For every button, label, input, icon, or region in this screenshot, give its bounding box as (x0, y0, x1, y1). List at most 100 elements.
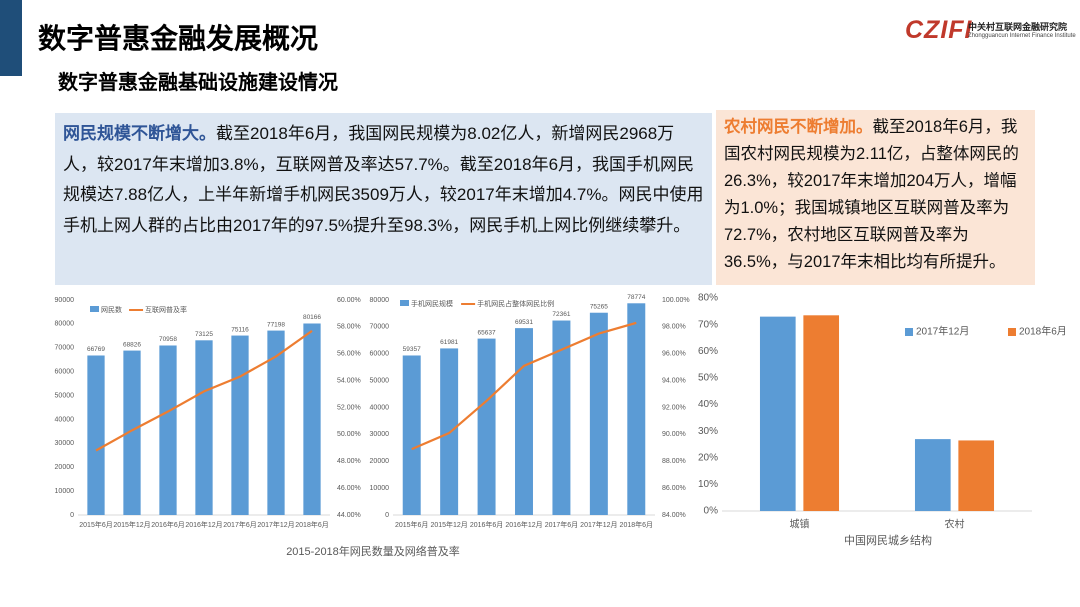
x-tick-label: 2017年6月 (223, 520, 256, 529)
bar (477, 338, 496, 515)
y2-tick-label: 58.00% (337, 324, 361, 331)
chart-caption: 中国网民城乡结构 (844, 533, 932, 547)
data-label: 65637 (478, 329, 496, 336)
y-tick-label: 60% (698, 346, 718, 357)
y-tick-label: 50000 (370, 377, 390, 384)
data-label: 69531 (515, 319, 533, 326)
y2-tick-label: 88.00% (662, 458, 686, 465)
body: 截至2018年6月，我国农村网民规模为2.11亿，占整体网民的26.3%，较20… (724, 118, 1019, 271)
y-tick-label: 90000 (55, 297, 75, 304)
slide-title: 数字普惠金融发展概况 (38, 23, 319, 54)
x-tick-label: 2018年6月 (295, 520, 328, 529)
x-tick-label: 2017年12月 (257, 520, 294, 529)
x-tick-label: 2015年12月 (430, 520, 467, 529)
y-tick-label: 80000 (55, 321, 75, 328)
x-tick-label: 2015年6月 (395, 520, 428, 529)
y-tick-label: 10000 (370, 485, 390, 492)
x-tick-label: 2017年12月 (580, 520, 617, 529)
data-label: 68826 (123, 341, 141, 348)
bar (267, 330, 285, 515)
data-label: 78774 (627, 294, 645, 301)
y-tick-label: 50% (698, 373, 718, 384)
y2-tick-label: 46.00% (337, 485, 361, 492)
y-tick-label: 0 (385, 512, 389, 519)
y2-tick-label: 90.00% (662, 431, 686, 438)
data-label: 59357 (403, 346, 421, 353)
x-tick-label: 2015年6月 (79, 520, 112, 529)
bar (87, 355, 105, 515)
y2-tick-label: 96.00% (662, 351, 686, 358)
y2-tick-label: 94.00% (662, 377, 686, 384)
y-tick-label: 40000 (370, 404, 390, 411)
bar (515, 328, 533, 515)
legend-swatch (400, 300, 409, 306)
y-tick-label: 70% (698, 319, 718, 330)
bar (589, 312, 608, 515)
y-tick-label: 70000 (370, 324, 390, 331)
y-tick-label: 60000 (370, 351, 390, 358)
accent-bar (0, 0, 22, 76)
data-label: 70958 (159, 336, 177, 343)
y2-tick-label: 60.00% (337, 297, 361, 304)
y2-tick-label: 86.00% (662, 485, 686, 492)
x-tick-label: 城镇 (790, 518, 810, 531)
legend-swatch (90, 306, 99, 312)
y-tick-label: 20% (698, 452, 718, 463)
bar (552, 320, 571, 515)
slide-subtitle: 数字普惠金融基础设施建设情况 (58, 72, 338, 94)
bar (914, 439, 951, 511)
y-tick-label: 30% (698, 426, 718, 437)
y2-tick-label: 54.00% (337, 377, 361, 384)
bar (402, 355, 421, 515)
y-tick-label: 50000 (55, 392, 75, 399)
y-tick-label: 20000 (370, 458, 390, 465)
bar (627, 303, 646, 515)
legend-label: 手机网民占整体网民比例 (477, 299, 554, 308)
x-tick-label: 2016年6月 (470, 520, 503, 529)
y-tick-label: 10000 (55, 488, 75, 495)
y2-tick-label: 50.00% (337, 431, 361, 438)
bar (803, 315, 840, 511)
y-tick-label: 20000 (55, 464, 75, 471)
bar (303, 323, 321, 515)
legend-swatch (1008, 328, 1016, 336)
x-tick-label: 农村 (945, 518, 965, 531)
y2-tick-label: 84.00% (662, 512, 686, 519)
legend-label: 手机网民规模 (411, 299, 453, 308)
legend-swatch (905, 328, 913, 336)
y-tick-label: 40000 (55, 416, 75, 423)
y-tick-label: 0 (70, 512, 74, 519)
data-label: 61981 (440, 339, 458, 346)
data-label: 80166 (303, 314, 321, 321)
line (411, 321, 637, 451)
y-tick-label: 30000 (55, 440, 75, 447)
bar (231, 335, 249, 515)
legend-label: 网民数 (101, 305, 122, 314)
data-label: 75265 (590, 303, 608, 310)
y-tick-label: 0% (704, 506, 719, 517)
y2-tick-label: 48.00% (337, 458, 361, 465)
logo: CZIFI (905, 16, 973, 44)
x-tick-label: 2015年12月 (113, 520, 150, 529)
y-tick-label: 80000 (370, 297, 390, 304)
x-tick-label: 2018年6月 (620, 520, 653, 529)
line (95, 330, 313, 452)
x-tick-label: 2016年12月 (185, 520, 222, 529)
y2-tick-label: 44.00% (337, 512, 361, 519)
y2-tick-label: 52.00% (337, 404, 361, 411)
data-label: 77198 (267, 321, 285, 328)
bar (123, 350, 141, 515)
x-tick-label: 2016年12月 (505, 520, 542, 529)
bar (958, 440, 995, 511)
legend-label: 互联网普及率 (145, 305, 187, 314)
y2-tick-label: 92.00% (662, 404, 686, 411)
y-tick-label: 80% (698, 293, 718, 304)
legend-label: 2018年6月 (1019, 325, 1067, 338)
y2-tick-label: 100.00% (662, 297, 690, 304)
text-box: 农村网民不断增加。截至2018年6月，我国农村网民规模为2.11亿，占整体网民的… (716, 110, 1035, 285)
legend-label: 2017年12月 (916, 325, 969, 338)
y-tick-label: 30000 (370, 431, 390, 438)
y-tick-label: 10% (698, 479, 718, 490)
y-tick-label: 60000 (55, 369, 75, 376)
